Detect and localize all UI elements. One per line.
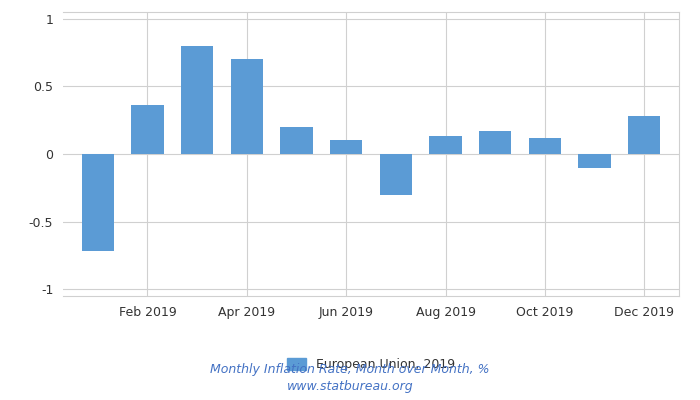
Bar: [429, 136, 462, 154]
Bar: [528, 138, 561, 154]
Bar: [181, 46, 214, 154]
Bar: [82, 154, 114, 251]
Legend: European Union, 2019: European Union, 2019: [282, 353, 460, 376]
Bar: [578, 154, 610, 168]
Bar: [628, 116, 660, 154]
Bar: [231, 59, 263, 154]
Bar: [330, 140, 363, 154]
Text: Monthly Inflation Rate, Month over Month, %: Monthly Inflation Rate, Month over Month…: [210, 364, 490, 376]
Bar: [280, 127, 313, 154]
Text: www.statbureau.org: www.statbureau.org: [287, 380, 413, 393]
Bar: [479, 131, 511, 154]
Bar: [379, 154, 412, 194]
Bar: [132, 105, 164, 154]
